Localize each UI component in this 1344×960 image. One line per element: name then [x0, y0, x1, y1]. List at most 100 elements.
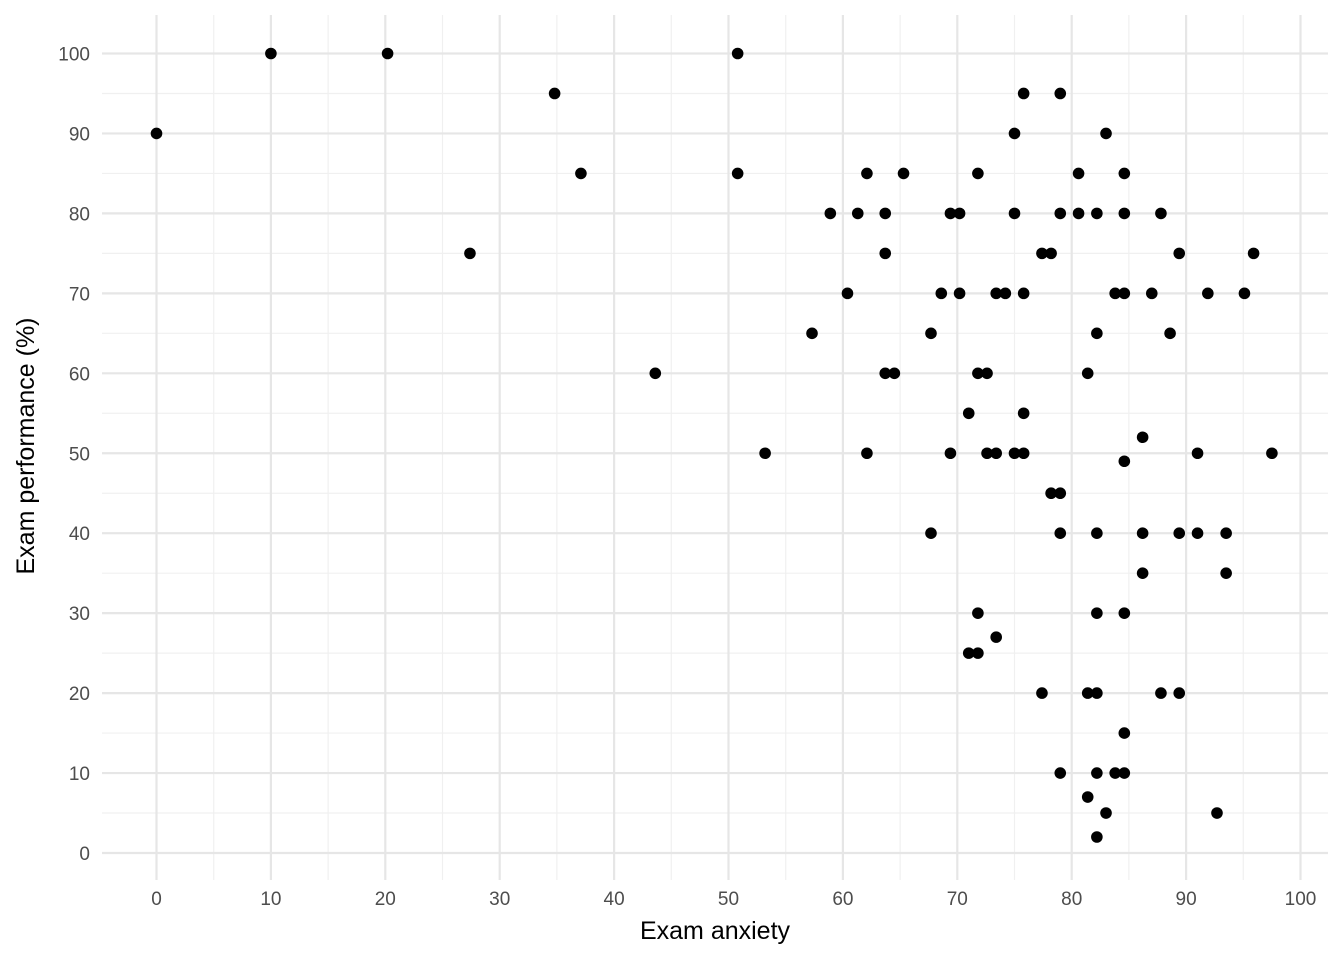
- data-point: [990, 631, 1002, 643]
- x-tick-label: 20: [375, 889, 396, 910]
- data-point: [1220, 567, 1232, 579]
- data-point: [464, 247, 476, 260]
- x-tick-label: 70: [947, 889, 968, 910]
- data-point: [1118, 455, 1131, 468]
- data-point: [962, 647, 975, 659]
- data-point: [381, 47, 394, 60]
- y-tick-label: 20: [69, 684, 90, 705]
- data-point: [1109, 767, 1121, 779]
- data-point: [972, 367, 984, 380]
- data-point: [861, 167, 873, 180]
- data-point: [1118, 767, 1131, 779]
- data-point: [1266, 447, 1278, 460]
- data-point: [925, 327, 937, 340]
- data-point: [1155, 687, 1167, 699]
- y-tick-label: 90: [69, 124, 90, 145]
- data-point: [879, 367, 892, 380]
- data-point: [1054, 767, 1067, 779]
- data-point: [1220, 527, 1232, 539]
- data-point: [1164, 327, 1176, 340]
- data-point: [1173, 687, 1186, 699]
- data-point: [649, 367, 662, 380]
- data-point: [1118, 287, 1131, 300]
- data-point: [1100, 127, 1112, 140]
- data-point: [1081, 367, 1094, 380]
- x-tick-label: 50: [718, 889, 739, 910]
- data-point: [1054, 527, 1067, 539]
- data-point: [1118, 607, 1131, 619]
- x-tick-label: 40: [604, 889, 625, 910]
- major-gridlines: [102, 15, 1328, 880]
- data-point: [1081, 687, 1094, 699]
- data-point: [1045, 487, 1057, 500]
- y-tick-label: 30: [69, 604, 90, 625]
- data-point: [1017, 447, 1030, 460]
- y-tick-label: 0: [79, 844, 90, 865]
- y-tick-label: 100: [58, 45, 90, 66]
- data-point: [1081, 791, 1094, 803]
- data-point: [944, 207, 957, 220]
- data-point: [150, 127, 163, 140]
- data-point: [935, 287, 948, 300]
- data-point: [731, 167, 744, 180]
- y-tick-label: 50: [69, 444, 90, 465]
- data-point: [731, 47, 744, 60]
- data-point: [962, 407, 975, 420]
- data-point: [1136, 431, 1149, 444]
- data-point: [1247, 247, 1260, 260]
- data-point: [1118, 167, 1131, 180]
- y-axis-tick-labels: 0 10 20 30 40 50 60 70 80 90 100: [58, 45, 90, 866]
- data-point: [879, 207, 892, 220]
- data-point: [1072, 167, 1085, 180]
- x-tick-label: 30: [489, 889, 510, 910]
- data-point: [925, 527, 937, 539]
- data-point: [1109, 287, 1121, 300]
- data-point: [1118, 207, 1131, 220]
- x-tick-label: 100: [1285, 889, 1317, 910]
- data-point: [1008, 127, 1021, 140]
- data-point: [851, 207, 864, 220]
- data-point: [1091, 831, 1103, 843]
- data-point: [1173, 247, 1186, 260]
- data-point: [1017, 287, 1030, 300]
- data-point: [575, 167, 587, 180]
- y-axis-title: Exam performance (%): [12, 317, 40, 574]
- data-point: [1091, 527, 1103, 539]
- data-point: [1017, 87, 1030, 100]
- data-point: [824, 207, 837, 220]
- data-point: [1091, 607, 1103, 619]
- data-point: [1155, 207, 1167, 220]
- data-point: [1091, 327, 1103, 340]
- data-point: [972, 607, 984, 619]
- y-tick-label: 60: [69, 364, 90, 385]
- data-point: [806, 327, 818, 340]
- data-point: [1036, 687, 1048, 699]
- data-point: [1008, 207, 1021, 220]
- data-point: [1091, 687, 1103, 699]
- y-tick-label: 40: [69, 524, 90, 545]
- data-point: [1136, 527, 1149, 539]
- data-point: [972, 647, 984, 659]
- x-tick-label: 80: [1061, 889, 1082, 910]
- data-point: [888, 367, 901, 380]
- minor-gridlines: [102, 15, 1328, 880]
- data-point: [1045, 247, 1057, 260]
- y-tick-label: 80: [69, 204, 90, 225]
- x-tick-label: 90: [1176, 889, 1197, 910]
- y-tick-label: 70: [69, 284, 90, 305]
- data-point: [265, 47, 277, 60]
- data-point: [1173, 527, 1186, 539]
- data-point: [1191, 527, 1204, 539]
- data-point: [999, 287, 1012, 300]
- data-point: [1238, 287, 1251, 300]
- data-point: [1054, 487, 1067, 500]
- data-point: [1054, 207, 1067, 220]
- data-point: [981, 367, 993, 380]
- data-point: [1202, 287, 1214, 300]
- data-point: [1191, 447, 1204, 460]
- data-point: [1036, 247, 1048, 260]
- data-point: [897, 167, 910, 180]
- data-point: [953, 287, 966, 300]
- data-point: [944, 447, 957, 460]
- data-point: [879, 247, 892, 260]
